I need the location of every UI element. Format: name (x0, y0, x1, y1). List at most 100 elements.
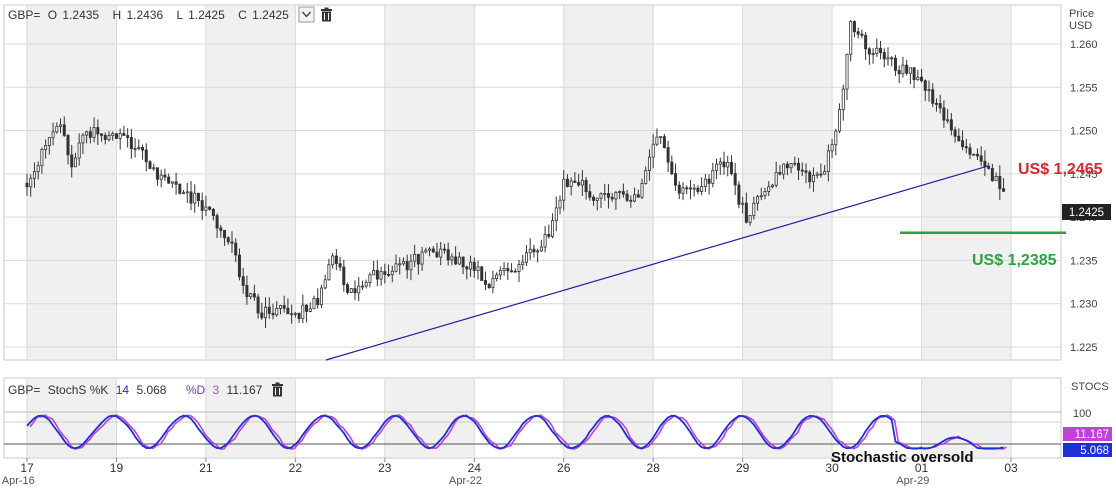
candle-body (223, 230, 227, 239)
candle-body (81, 134, 85, 144)
candle-body (934, 102, 938, 105)
candle-body (815, 173, 819, 176)
candle-body (234, 242, 238, 256)
candle-body (401, 261, 405, 265)
candle-body (938, 103, 942, 109)
candle-body (185, 191, 189, 194)
candle-body (446, 249, 450, 261)
candle-body (55, 125, 59, 133)
candle-body (640, 183, 644, 198)
x-day-label: 24 (468, 461, 482, 475)
candle-body (88, 131, 92, 138)
candle-body (96, 127, 100, 135)
header-symbol: GBP= (8, 8, 40, 22)
candle-body (748, 215, 752, 223)
candle-body (722, 161, 726, 168)
candle-body (808, 171, 812, 183)
candle-body (141, 147, 145, 151)
candle-body (77, 142, 81, 159)
candle-body (450, 256, 454, 261)
candle-body (543, 234, 547, 248)
chevron-down-icon[interactable] (298, 6, 315, 23)
candle-body (256, 296, 260, 314)
candle-body (614, 191, 618, 200)
candle-body (323, 279, 327, 289)
high-label: H (112, 8, 121, 22)
x-day-label: 22 (289, 461, 303, 475)
candle-body (252, 293, 256, 298)
candle-body (998, 176, 1002, 190)
svg-text:GBP= O 1.2435: GBP= O 1.2435 H 1.2436 L 1.2425 C 1.2425 (8, 8, 289, 22)
candle-body (685, 187, 689, 190)
candle-body (871, 53, 875, 55)
candle-body (398, 263, 402, 266)
candle-body (498, 269, 502, 276)
candle-body (204, 206, 208, 211)
candle-body (189, 191, 193, 204)
stoch-axis-label: STOCS (1071, 381, 1109, 393)
candle-body (770, 184, 774, 188)
candle-body (946, 119, 950, 122)
candle-body (569, 180, 573, 187)
candle-body (338, 263, 342, 268)
candle-body (558, 199, 562, 209)
candle-body (319, 287, 323, 306)
candle-body (491, 278, 495, 288)
stoch-trash-icon[interactable] (272, 382, 283, 397)
stoch-d-value: 11.167 (227, 383, 263, 397)
candle-body (368, 274, 372, 283)
candle-body (174, 181, 178, 185)
candle-body (879, 47, 883, 53)
candle-body (349, 288, 353, 293)
candle-body (864, 35, 868, 50)
x-day-label: 03 (1004, 461, 1018, 475)
price-tick-label: 1.255 (1070, 82, 1098, 94)
candle-body (823, 171, 827, 175)
candle-body (439, 248, 443, 258)
x-day-label: 21 (199, 461, 213, 475)
candle-body (532, 248, 536, 253)
candle-body (487, 283, 491, 288)
candle-body (662, 136, 666, 149)
candle-body (674, 173, 678, 186)
candle-body (342, 266, 346, 285)
open-value: 1.2435 (62, 8, 99, 22)
candle-body (651, 143, 655, 158)
candle-body (346, 284, 350, 293)
candle-body (25, 182, 29, 188)
candle-body (588, 191, 592, 198)
candle-body (469, 261, 473, 270)
x-month-label: Apr-29 (896, 475, 929, 486)
candle-body (178, 183, 182, 194)
candle-body (804, 170, 808, 173)
candle-body (756, 196, 760, 204)
candle-body (953, 129, 957, 137)
candle-body (573, 180, 577, 183)
price-tick-label: 1.245 (1070, 169, 1098, 181)
candle-body (275, 308, 279, 316)
x-day-label: 23 (378, 461, 392, 475)
candle-body (40, 149, 44, 167)
x-day-label: 01 (915, 461, 929, 475)
candle-body (845, 53, 849, 90)
candle-body (148, 161, 152, 169)
trash-icon[interactable] (321, 7, 332, 22)
candle-body (510, 270, 514, 273)
candle-body (592, 196, 596, 201)
candle-body (47, 137, 51, 146)
candle-body (62, 124, 66, 136)
x-day-label: 17 (20, 461, 34, 475)
candle-body (413, 253, 417, 262)
candle-body (137, 147, 141, 149)
candle-body (424, 249, 428, 253)
candle-body (893, 57, 897, 71)
candle-body (670, 161, 674, 175)
candle-body (182, 192, 186, 195)
x-day-label: 26 (557, 461, 571, 475)
candle-body (170, 181, 174, 184)
stoch-k-period: 14 (116, 383, 130, 397)
low-value: 1.2425 (188, 8, 225, 22)
stoch-k-value: 5.068 (136, 383, 166, 397)
